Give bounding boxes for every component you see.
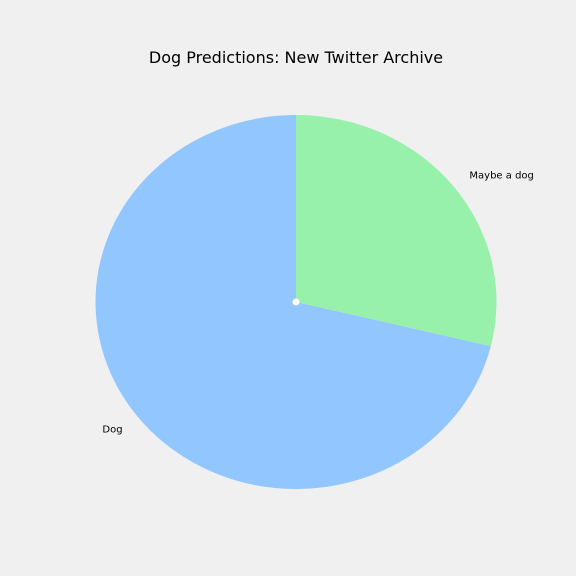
pie-label-maybe-a-dog: Maybe a dog: [469, 170, 533, 181]
pie-slice-maybe-a-dog: [296, 115, 497, 347]
pie-label-dog: Dog: [102, 425, 122, 436]
chart-title: Dog Predictions: New Twitter Archive: [149, 48, 443, 67]
pie-center-dot: [292, 298, 300, 306]
pie-labels: Maybe a dog Dog: [102, 170, 533, 435]
